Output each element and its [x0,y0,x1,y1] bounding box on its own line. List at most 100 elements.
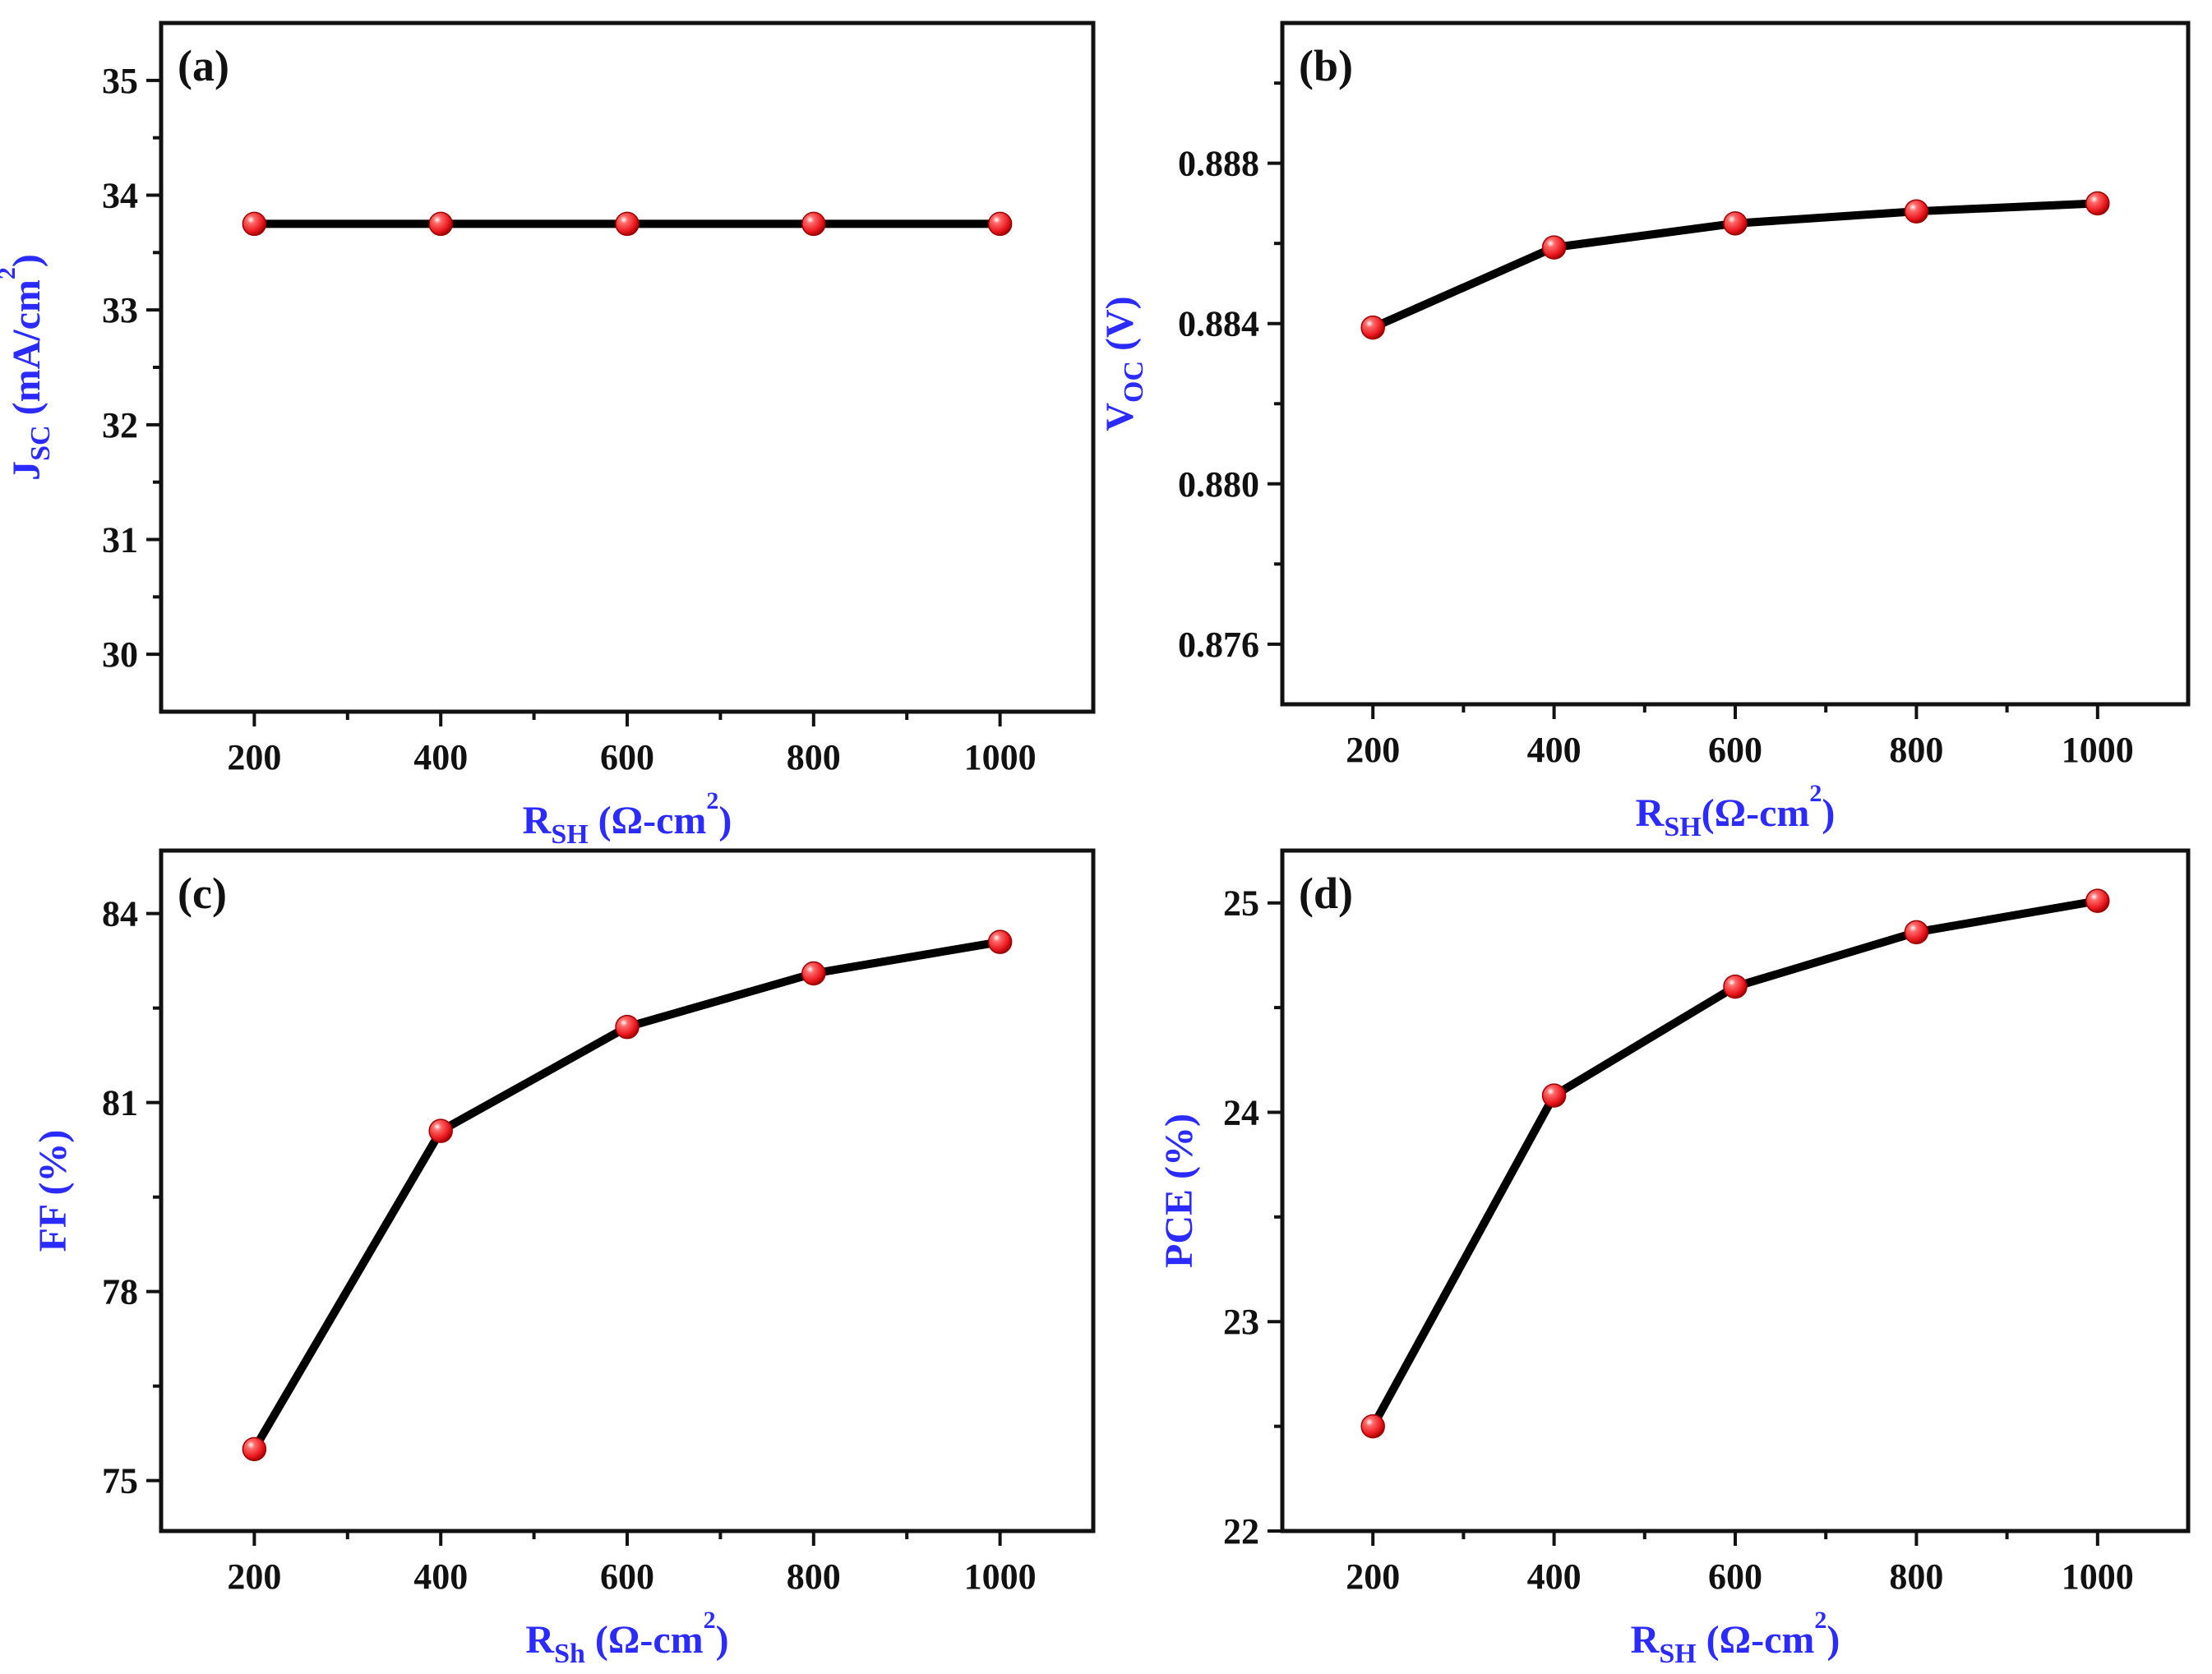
x-axis-title-close: ) [1826,1618,1840,1662]
x-tick-label: 600 [1708,730,1762,770]
y-tick-label: 34 [102,176,138,216]
x-axis-title-sup: 2 [706,787,718,814]
y-tick-label: 0.884 [1178,304,1259,344]
x-tick-label: 1000 [964,737,1037,777]
x-tick-label: 200 [1346,1556,1400,1597]
x-tick-label: 600 [600,1556,654,1597]
y-tick-label: 25 [1223,883,1259,924]
y-tick-label: 31 [102,520,138,560]
x-tick-label: 800 [1889,1556,1943,1597]
data-point [1723,974,1748,999]
y-tick-label: 0.880 [1178,464,1259,505]
y-tick-label: 81 [102,1083,138,1123]
x-axis-title-sub: SH [1664,812,1701,842]
y-tick-label: 0.888 [1178,144,1259,184]
x-tick-label: 800 [1889,730,1943,770]
x-tick-label: 1000 [964,1556,1037,1597]
data-point [1360,1413,1385,1439]
y-axis-title: JSC (mA/cm2) [0,254,56,481]
data-point [2085,888,2110,913]
y-axis-title-sup: 2 [0,267,21,279]
y-tick-label: 32 [102,405,138,445]
y-axis-title-rest: (V) [1098,296,1142,361]
data-point [801,961,826,986]
x-axis-title-close: ) [716,1618,729,1662]
x-axis-title: RSh (Ω-cm2) [525,1607,728,1669]
y-tick-label: 23 [1223,1302,1259,1342]
x-axis-title: RSH(Ω-cm2) [1636,780,1836,842]
y-tick-label: 33 [102,290,138,330]
x-axis-title-rest: (Ω-cm [585,1618,704,1662]
data-point [615,1014,640,1040]
x-axis-title-close: ) [1822,791,1835,835]
y-axis-title-sub: OC [1119,361,1149,403]
y-tick-label: 24 [1223,1092,1259,1132]
y-tick-label: 78 [102,1272,138,1312]
x-axis-title: RSH (Ω-cm2) [523,787,732,850]
panel-label: (d) [1299,869,1353,918]
panel-label: (b) [1299,41,1353,90]
x-axis-title-rest: (Ω-cm [1702,791,1810,835]
panel-label: (c) [178,869,227,918]
y-axis-title: VOC (V) [1098,296,1149,431]
x-tick-label: 800 [787,737,841,777]
y-axis-title-close: ) [5,254,48,267]
data-point [1904,199,1929,224]
x-axis-title-rest: (Ω-cm [589,799,707,842]
x-tick-label: 600 [600,737,654,777]
y-axis-title: PCE (%) [1157,1114,1201,1268]
x-axis-title-sub: SH [1659,1639,1696,1669]
x-tick-label: 400 [1527,1556,1582,1597]
y-axis-title-main: V [1098,403,1142,431]
x-axis-title-sup: 2 [1809,780,1822,807]
x-axis-title-rest: (Ω-cm [1697,1618,1815,1662]
plot-frame [1280,848,2191,1533]
panel-c: 200 400 600 800 1000 75 78 81 84 (c) RSh (Ω-cm2) FF… [31,848,1096,1669]
panel-label: (a) [178,41,229,90]
data-point [987,211,1013,237]
y-tick-label: 0.876 [1178,625,1259,665]
panel-b: 200 400 600 800 1000 0.876 0.880 0.884 0.888 (b) R… [1098,21,2191,842]
y-axis-title-main: J [5,461,48,481]
data-point [1904,920,1929,945]
data-point [1541,235,1567,260]
x-axis-title-close: ) [718,799,732,842]
x-tick-label: 600 [1708,1556,1762,1597]
y-axis-title-rest: (mA/cm [5,279,48,425]
x-tick-label: 400 [413,1556,468,1597]
x-axis-title-main: R [1631,1618,1660,1662]
data-point [428,211,453,237]
x-tick-label: 200 [227,1556,281,1597]
data-point [1360,315,1385,340]
y-axis-title-main: PCE (%) [1157,1114,1201,1268]
x-axis-title-main: R [523,799,552,842]
x-tick-label: 800 [787,1556,841,1597]
y-tick-label: 84 [102,894,138,934]
x-tick-label: 400 [1527,730,1582,770]
data-point [615,211,640,237]
x-axis-title-main: R [525,1618,555,1662]
y-axis-title-main: FF (%) [31,1130,75,1252]
panel-a: 200 400 600 800 1000 30 31 32 33 34 35 (a) RSH (Ω-cm… [0,21,1096,850]
data-point [242,211,267,237]
x-axis-title: RSH (Ω-cm2) [1631,1607,1840,1669]
y-axis-title-sub: SC [25,425,56,460]
plot-frame [1280,21,2191,707]
y-tick-label: 75 [102,1461,138,1501]
data-point [987,929,1013,954]
x-axis-title-sup: 2 [704,1607,716,1634]
data-point [801,211,826,237]
x-axis-title-sub: Sh [554,1639,585,1669]
x-tick-label: 200 [227,737,281,777]
x-axis-title-sub: SH [551,819,588,850]
panel-d: 200 400 600 800 1000 22 23 24 25 (d) RSH (Ω-cm2) PC… [1157,848,2191,1669]
data-point [1541,1083,1567,1108]
data-point [1723,211,1748,236]
x-tick-label: 1000 [2062,730,2134,770]
y-tick-label: 30 [102,634,138,675]
x-tick-label: 1000 [2062,1556,2134,1597]
data-point [242,1437,267,1462]
data-point [428,1118,453,1143]
y-tick-label: 35 [102,61,138,101]
